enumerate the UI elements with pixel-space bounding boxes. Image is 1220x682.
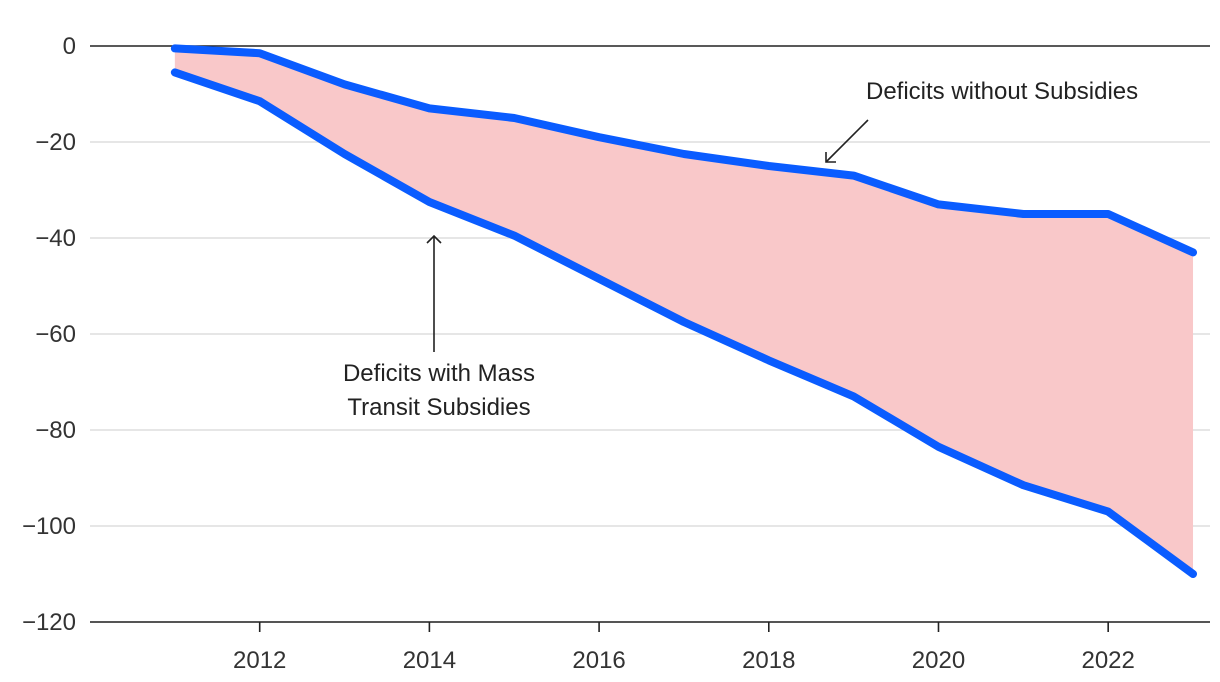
x-tick-label: 2018	[742, 647, 795, 674]
y-tick-label: 0	[63, 33, 76, 60]
y-tick-label: −40	[35, 225, 76, 252]
annotation-with-subsidies: Deficits with Mass Transit Subsidies	[343, 234, 535, 421]
data-point	[513, 235, 515, 237]
x-tick-label: 2012	[233, 647, 286, 674]
data-point	[937, 446, 939, 448]
data-point	[1022, 213, 1024, 215]
data-point	[683, 153, 685, 155]
x-tick-label: 2016	[572, 647, 625, 674]
y-tick-label: −120	[22, 609, 76, 636]
data-point	[428, 201, 430, 203]
data-point	[174, 71, 176, 73]
x-tick-label: 2022	[1081, 647, 1134, 674]
y-tick-label: −60	[35, 321, 76, 348]
series-lines	[170, 44, 1198, 578]
data-point	[428, 107, 430, 109]
y-tick-label: −100	[22, 513, 76, 540]
data-point	[259, 100, 261, 102]
deficit-gap-area	[174, 48, 1194, 574]
data-point	[1192, 573, 1194, 575]
y-axis-ticks: 0 −20 −40 −60 −80 −100 −120	[22, 33, 76, 636]
annotation-without-arrow-shaft	[825, 119, 869, 163]
data-point	[598, 136, 600, 138]
data-point	[1107, 511, 1109, 513]
data-point	[259, 52, 261, 54]
data-point	[174, 47, 176, 49]
x-tick-label: 2020	[912, 647, 965, 674]
data-point	[344, 83, 346, 85]
x-axis-ticks: 2012 2014 2016 2018 2020 2022	[90, 621, 1210, 674]
annotation-with-arrow-head	[426, 234, 442, 244]
y-tick-label: −80	[35, 417, 76, 444]
annotation-without-arrow-head	[825, 152, 836, 163]
data-point	[344, 153, 346, 155]
data-point	[768, 165, 770, 167]
annotation-without-subsidies: Deficits without Subsidies	[825, 78, 1138, 163]
annotation-with-subsidies-line1: Deficits with Mass	[343, 360, 535, 387]
annotation-with-subsidies-line2: Transit Subsidies	[347, 394, 530, 421]
data-point	[1192, 251, 1194, 253]
data-point	[513, 117, 515, 119]
y-tick-label: −20	[35, 129, 76, 156]
data-point	[683, 321, 685, 323]
data-point	[937, 203, 939, 205]
data-point	[1107, 213, 1109, 215]
data-point	[1022, 484, 1024, 486]
x-tick-label: 2014	[403, 647, 456, 674]
data-point	[853, 395, 855, 397]
annotation-without-subsidies-text: Deficits without Subsidies	[866, 78, 1138, 105]
data-point	[853, 175, 855, 177]
data-point	[598, 278, 600, 280]
data-point	[768, 359, 770, 361]
